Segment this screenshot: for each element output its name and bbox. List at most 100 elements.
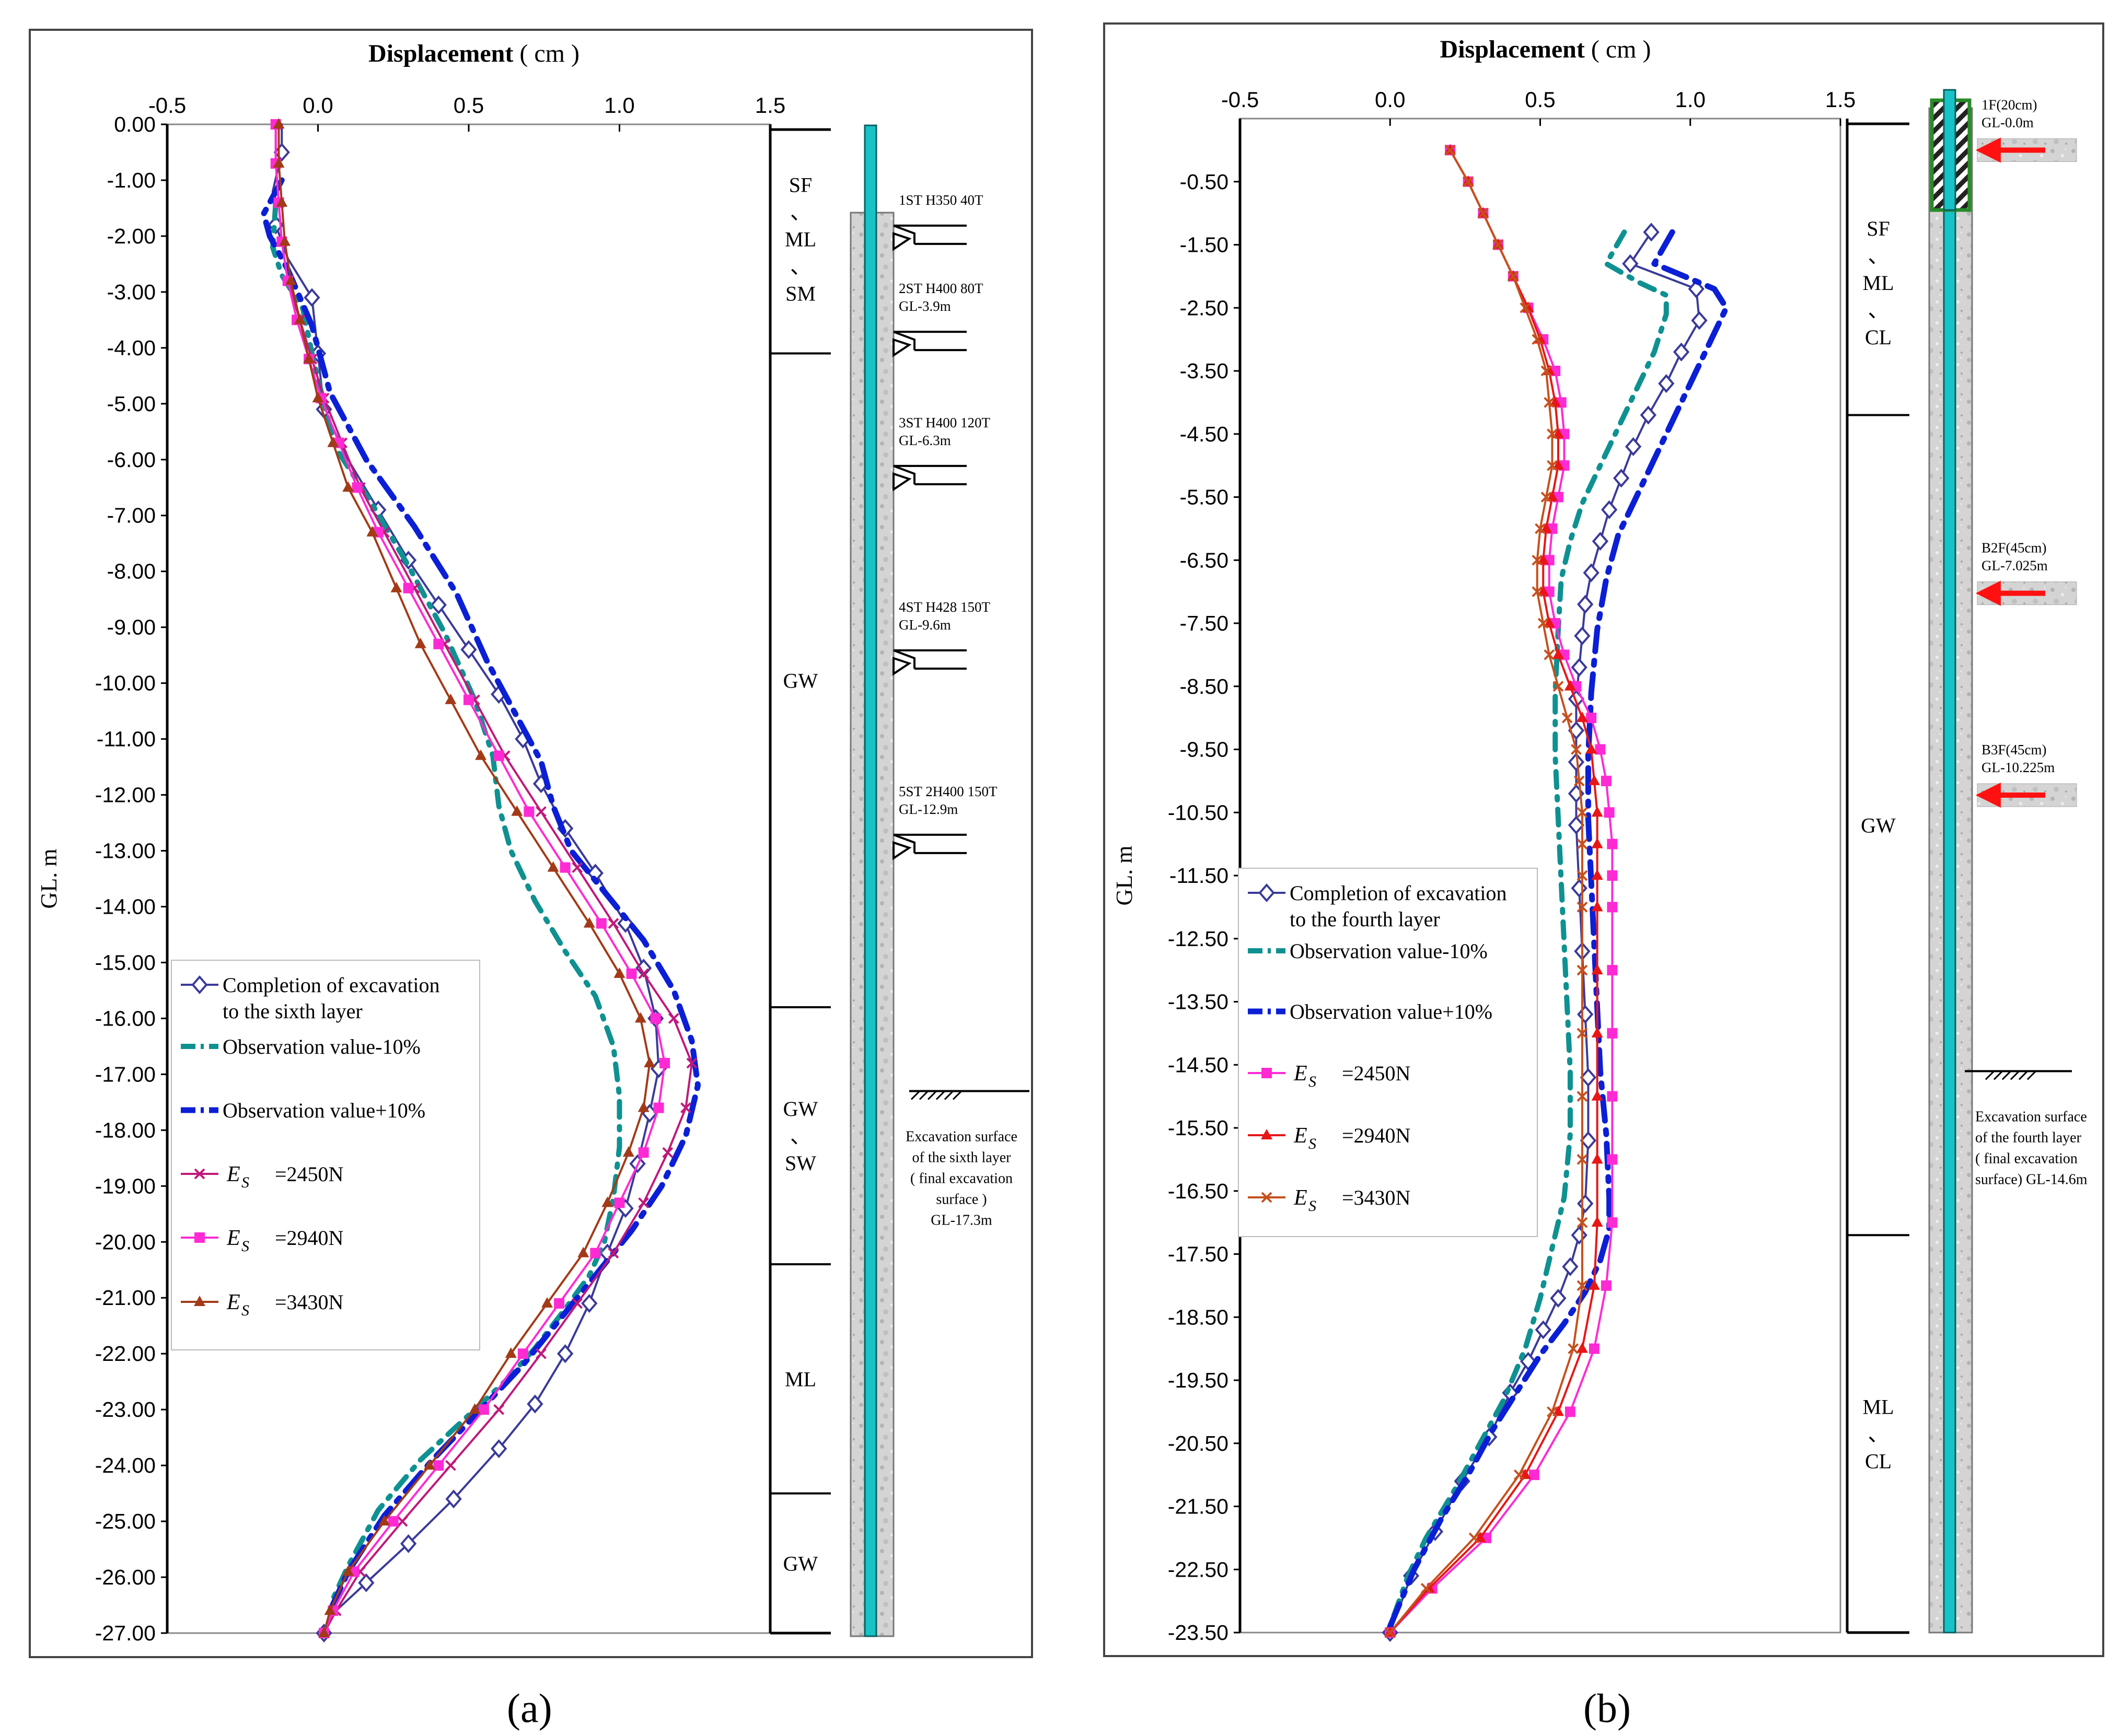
data-point-es2450_a (572, 862, 583, 873)
panel-label-b: (b) (1583, 1685, 1631, 1732)
data-point-completion (460, 640, 477, 659)
data-point-completion (1613, 469, 1630, 488)
data-point-es3430_a (601, 1196, 613, 1207)
slab-arrow (1975, 580, 2045, 606)
data-point-es3430_a (414, 637, 426, 648)
soil-layer-label: SW (785, 1151, 816, 1175)
slab-label: GL-10.225m (1981, 760, 2055, 775)
data-point-es2940_a (478, 1404, 489, 1415)
legend-label-sub: S (241, 1302, 249, 1319)
legend-label-sub: S (1308, 1135, 1316, 1152)
y-tick-label: -16.50 (1168, 1179, 1228, 1203)
y-tick-label: -15.00 (95, 950, 156, 974)
data-point-completion (1568, 815, 1585, 835)
data-point-es3430_b (1577, 1028, 1588, 1039)
x-axis-title-main: Displacement (1440, 36, 1591, 63)
data-point-es3430_b (1571, 744, 1582, 755)
y-tick-label: -1.50 (1180, 233, 1228, 257)
data-point-completion (1583, 563, 1600, 582)
data-point-es2940_b (1576, 712, 1588, 723)
excavation-label: of the fourth layer (1975, 1129, 2082, 1146)
legend-label-value: =2940N (275, 1226, 343, 1250)
data-point-es2940_a (650, 1013, 661, 1024)
data-point-es2450_b (1604, 807, 1615, 818)
excavation-hatch (910, 1090, 921, 1100)
slab-arrow (1975, 137, 2045, 163)
data-point-es2940_b (1588, 1279, 1600, 1290)
data-point-es2940_b (1591, 869, 1603, 880)
figure-frame (29, 29, 1033, 1658)
data-point-completion (1577, 595, 1594, 614)
y-tick-label: -13.00 (95, 839, 156, 863)
data-point-completion (430, 595, 447, 614)
data-point-completion (1625, 437, 1642, 456)
data-point-es3430_b (1540, 365, 1552, 377)
data-point-es3430_b (1577, 1280, 1588, 1291)
chart-a: Displacement ( cm ) -0.5 0.0 0.5 1.0 1.5 0.00 -… (29, 29, 1033, 1658)
y-tick-label: -12.00 (95, 783, 156, 807)
excavation-hatch (952, 1090, 963, 1100)
data-point-es2940_a (659, 1057, 670, 1068)
data-point-es2940_a (626, 968, 637, 979)
series-obs_plus (261, 177, 701, 1614)
legend-label-sub: S (241, 1174, 249, 1191)
data-point-es2940_b (1591, 1027, 1603, 1038)
data-point-es2450_b (1564, 1406, 1575, 1417)
data-point-es2450_b (1529, 1470, 1540, 1481)
y-tick-label: -9.50 (1180, 738, 1228, 762)
data-point-es3430_a (577, 1246, 589, 1257)
soil-layer-label: GW (1861, 813, 1896, 837)
data-point-es3430_b (1577, 964, 1588, 976)
data-point-es2450_a (536, 1348, 547, 1359)
data-point-completion (1535, 1320, 1551, 1339)
y-tick-label: -23.50 (1168, 1621, 1228, 1645)
data-point-es2940_a (560, 862, 571, 873)
x-tick-label: -0.5 (1221, 87, 1259, 112)
data-point-es3430_b (1547, 460, 1558, 471)
panel-label-a-text: (a) (507, 1685, 552, 1731)
data-point-es3430_b (1537, 617, 1549, 629)
data-point-completion (491, 1439, 507, 1459)
data-point-es2940_b (1549, 396, 1561, 407)
data-point-completion (304, 288, 320, 307)
x-tick-label: 0.0 (1375, 87, 1405, 112)
data-point-es2940_b (1591, 1090, 1603, 1101)
data-point-es2940_b (1552, 648, 1564, 659)
y-tick-label: -24.00 (95, 1453, 156, 1477)
data-point-es2940_b (1552, 459, 1564, 470)
data-point-es2450_a (662, 1147, 674, 1158)
y-tick-label: -2.50 (1180, 296, 1228, 320)
data-point-es2450_a (536, 806, 547, 818)
slab-label: B2F(45cm) (1981, 540, 2047, 556)
legend-marker-es2940_b (1261, 1129, 1272, 1139)
y-tick-label: -10.00 (95, 671, 156, 695)
data-point-es2940_a (596, 918, 607, 929)
plot-area (166, 123, 771, 1634)
soil-layer-label: ML (785, 1367, 816, 1391)
data-point-es3430_b (1552, 681, 1564, 692)
y-tick-label: -16.00 (95, 1006, 156, 1030)
y-tick-label: -11.50 (1169, 864, 1228, 888)
data-point-es3430_a (469, 1403, 481, 1414)
data-point-es2940_a (524, 806, 535, 817)
excavation-hatch (2026, 1070, 2037, 1080)
x-axis-title-unit: ( cm ) (519, 40, 579, 67)
strut-bracket (893, 464, 915, 492)
strut-label: 5ST 2H400 150T (899, 784, 998, 799)
data-point-es3430_a (342, 1565, 354, 1576)
data-point-es2450_a (608, 1248, 619, 1259)
data-point-es2940_a (590, 1248, 601, 1259)
data-point-es2450_b (1607, 1217, 1618, 1228)
data-point-es2450_b (1607, 838, 1618, 849)
data-point-es3430_b (1573, 775, 1585, 787)
data-point-es3430_a (273, 118, 285, 129)
data-point-es2450_a (638, 1197, 650, 1208)
data-point-es2450_b (1607, 1091, 1618, 1102)
data-point-es3430_b (1568, 1343, 1579, 1355)
data-point-es3430_b (1532, 554, 1543, 566)
data-point-es2940_a (653, 1102, 664, 1113)
y-tick-label: -5.00 (107, 392, 156, 416)
strut-bracket (893, 833, 915, 860)
legend-marker-es3430_a (194, 1296, 205, 1306)
